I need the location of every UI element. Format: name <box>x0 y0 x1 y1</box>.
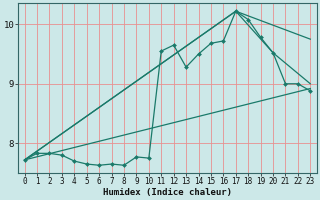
X-axis label: Humidex (Indice chaleur): Humidex (Indice chaleur) <box>103 188 232 197</box>
